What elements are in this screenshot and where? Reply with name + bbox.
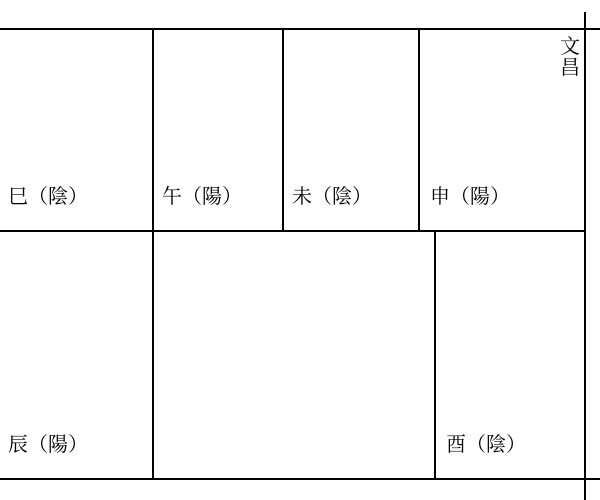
line-col3-upper <box>418 28 420 232</box>
line-col1 <box>152 28 154 480</box>
ziwei-chart-fragment: 巳（陰） 午（陽） 未（陰） 申（陽） 辰（陽） 酉（陰） 文 昌 <box>0 0 600 500</box>
cell-label-wei: 未（陰） <box>292 180 372 209</box>
line-outer-top <box>0 28 600 30</box>
corner-char-2: 昌 <box>560 55 580 76</box>
cell-label-si: 巳（陰） <box>8 180 88 209</box>
line-bottom-row <box>0 478 600 480</box>
corner-label-wenchang: 文 昌 <box>560 34 580 76</box>
cell-label-shen: 申（陽） <box>430 180 510 209</box>
line-outer-right <box>584 12 586 500</box>
cell-label-you: 酉（陰） <box>446 428 526 457</box>
line-mid-row <box>0 230 586 232</box>
cell-label-chen: 辰（陽） <box>8 428 88 457</box>
cell-label-wu: 午（陽） <box>162 180 242 209</box>
line-col2-upper <box>282 28 284 232</box>
line-col3-lower <box>434 230 436 480</box>
